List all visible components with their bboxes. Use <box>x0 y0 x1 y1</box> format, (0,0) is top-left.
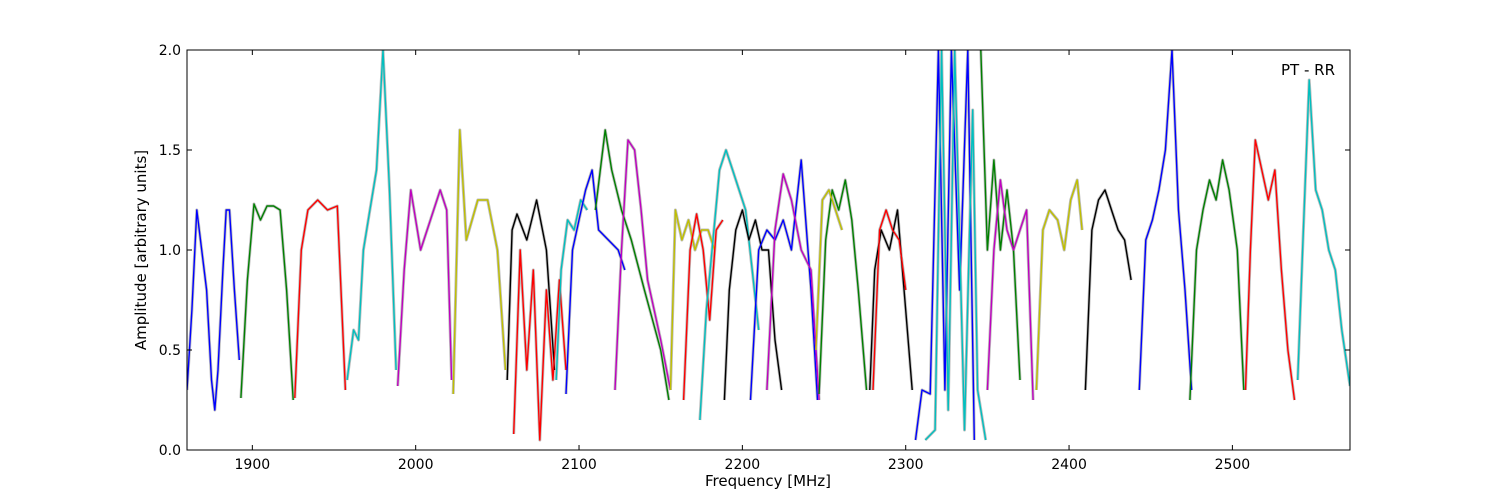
series-line-19 <box>818 179 868 395</box>
y-tick-label: 1.0 <box>159 243 181 259</box>
series-line-12 <box>614 139 672 391</box>
x-axis-label: Frequency [MHz] <box>705 472 831 490</box>
series-line-8 <box>513 249 567 441</box>
series-line-10 <box>565 169 626 395</box>
series-line-11 <box>594 129 670 401</box>
series-line-23 <box>914 50 975 441</box>
series-line-31 <box>1244 139 1296 401</box>
series-line-14 <box>682 213 724 401</box>
series-line-24 <box>924 50 987 441</box>
series-line-32 <box>1297 79 1350 387</box>
series-line-13 <box>669 209 716 391</box>
series-line-30 <box>1189 159 1245 401</box>
y-tick-label: 0.5 <box>159 343 181 359</box>
series-line-1 <box>187 209 240 411</box>
series-line-21 <box>869 209 913 391</box>
series-line-18 <box>766 173 820 401</box>
x-tick-label: 2100 <box>561 457 597 473</box>
series-line-28 <box>1084 189 1132 391</box>
x-tick-label: 2400 <box>1051 457 1087 473</box>
x-axis-ticks: 1900 2000 2100 2200 2300 2400 2500 <box>235 50 1251 473</box>
series-line-6 <box>452 129 507 395</box>
y-axis-ticks: 0.0 0.5 1.0 1.5 2.0 <box>159 43 1350 459</box>
series-line-7 <box>506 199 556 381</box>
x-tick-label: 2000 <box>398 457 434 473</box>
series-line-5 <box>397 189 453 387</box>
series-line-20 <box>815 189 843 351</box>
series-line-29 <box>1138 50 1193 391</box>
y-axis-label: Amplitude [arbitrary units] <box>132 150 150 350</box>
panel-annotation: PT - RR <box>1281 61 1335 79</box>
series-line-9 <box>555 199 588 381</box>
series-line-2 <box>240 203 294 401</box>
x-tick-label: 2200 <box>725 457 761 473</box>
series-lines <box>187 50 1350 441</box>
x-tick-label: 1900 <box>235 457 271 473</box>
y-tick-label: 0.0 <box>159 443 181 459</box>
x-tick-label: 2500 <box>1215 457 1251 473</box>
series-line-4 <box>346 50 397 381</box>
y-tick-label: 1.5 <box>159 143 181 159</box>
x-tick-label: 2300 <box>888 457 924 473</box>
series-line-26 <box>986 179 1034 401</box>
series-line-22 <box>872 209 907 391</box>
series-line-3 <box>294 199 347 399</box>
series-line-17 <box>749 159 819 401</box>
series-line-27 <box>1035 179 1083 391</box>
y-tick-label: 2.0 <box>159 43 181 59</box>
